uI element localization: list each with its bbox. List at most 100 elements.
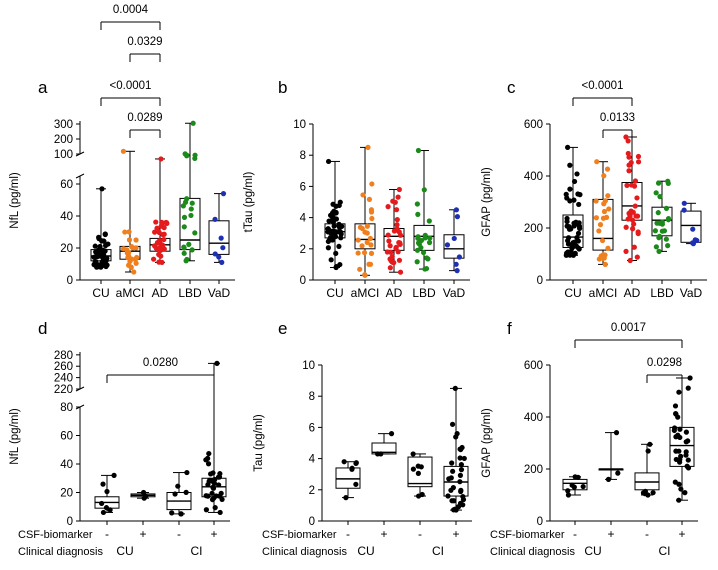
data-point [410,466,416,472]
data-point [671,427,677,434]
data-point [663,205,670,211]
data-point [391,228,397,234]
data-point [183,489,189,495]
panel-f: f GFAP (pg/ml) 0 200 400 600 - + - + CU CI 0.0017 0.0… [481,319,698,558]
data-point [601,208,608,215]
data-point [157,240,163,246]
data-point [631,221,637,227]
data-point [184,469,190,476]
data-point [336,202,342,209]
data-point [369,215,375,222]
x-category-label: aMCI [351,286,380,300]
data-point [575,245,582,251]
data-point [683,429,689,435]
y-tick-label: 400 [524,171,543,183]
x-category-label: LBD [178,286,202,300]
data-point [672,479,678,485]
data-point [461,455,467,462]
data-point [565,488,571,494]
data-point [368,207,375,213]
data-point [445,493,451,499]
panel-letter-e: e [278,319,287,338]
data-point [655,180,662,186]
y-tick-label: 4 [309,454,316,466]
data-point [361,250,368,256]
data-point [457,472,464,478]
data-point [333,209,339,215]
data-point [360,192,366,198]
data-point [181,245,187,251]
data-point [645,448,651,454]
data-point [220,191,227,197]
data-point [387,256,393,262]
data-point [604,166,611,172]
data-point [676,389,682,395]
data-point [156,251,162,258]
data-point [203,493,209,499]
data-point [458,487,464,493]
x-category-label: + [380,527,387,541]
data-point [349,465,355,471]
data-point [449,498,455,504]
data-point [353,481,359,487]
data-point [385,232,391,238]
data-point [332,229,338,235]
data-point [111,472,117,478]
data-point [205,482,211,488]
data-point [325,238,331,245]
data-point [673,434,679,440]
data-point [129,244,135,250]
data-point [629,182,635,188]
data-point [635,230,641,237]
data-point [188,206,194,212]
data-point [208,471,214,477]
data-point [575,230,582,236]
data-point [333,250,339,257]
data-point [133,260,139,266]
data-point [681,207,687,213]
box [335,467,361,489]
clinical-diagnosis-row-header: Clinical diagnosis [18,546,103,558]
data-point [634,195,640,201]
data-point [367,235,373,242]
axis-break-mark [75,173,85,179]
data-point [99,500,105,507]
data-point [156,259,162,265]
data-point [415,211,421,217]
data-point [366,261,372,267]
y-axis-title-b: tTau (pg/ml) [243,171,255,232]
data-point [564,215,570,222]
data-point [414,259,420,265]
data-point [338,235,344,241]
box [651,206,673,237]
data-point [420,249,427,256]
data-point [184,152,190,158]
y-tick-label: 10 [302,360,315,372]
data-point [192,230,198,236]
data-point [391,260,397,266]
data-point [212,505,218,511]
data-point [605,193,611,199]
data-point [656,248,662,254]
data-point [388,431,395,437]
data-point [103,263,109,270]
data-point [160,231,166,238]
data-point [172,491,178,497]
data-point [210,485,217,491]
data-point [628,208,634,214]
data-point [577,192,583,198]
data-point [597,222,604,228]
data-point [374,451,381,457]
data-point [676,448,682,454]
csf-biomarker-row-header: CSF-biomarker [18,529,93,541]
data-point [362,272,368,278]
data-point [330,201,336,207]
y-tick-label: 240 [54,373,73,385]
data-point [100,509,107,516]
x-group-label: CI [659,544,671,558]
data-point [325,158,332,165]
data-point [601,173,607,179]
data-point [567,249,574,255]
data-point [105,241,111,247]
y-tick-label: 80 [60,402,73,414]
